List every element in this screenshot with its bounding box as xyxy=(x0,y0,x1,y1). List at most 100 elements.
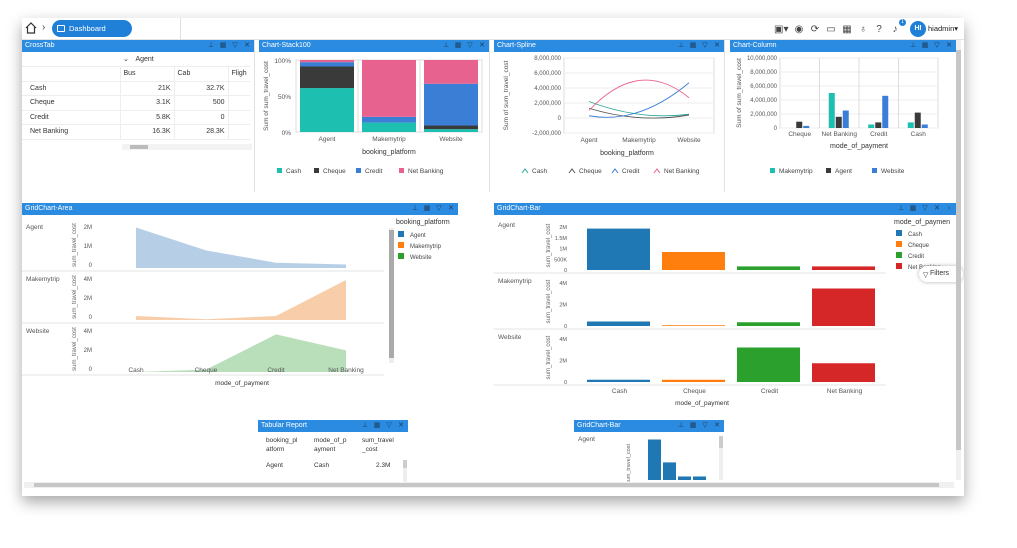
filters-button[interactable]: ▽ Filters xyxy=(919,266,963,282)
table-icon[interactable]: ▦ xyxy=(219,42,227,49)
legend-label: Makemytrip xyxy=(779,168,813,175)
pin-icon[interactable]: ⊥ xyxy=(909,42,917,49)
table-icon[interactable]: ▦ xyxy=(689,422,697,429)
bar xyxy=(587,321,650,326)
bar-segment xyxy=(300,62,354,67)
bar xyxy=(914,112,921,128)
eye-icon[interactable]: ◉ xyxy=(794,23,804,35)
avatar[interactable]: HI xyxy=(910,21,926,37)
filter-icon[interactable]: ▽ xyxy=(436,205,442,212)
table-icon[interactable]: ▦ xyxy=(689,42,697,49)
close-icon[interactable]: ✕ xyxy=(448,205,454,212)
bar xyxy=(812,288,875,326)
close-icon[interactable]: ✕ xyxy=(714,422,720,429)
filter-icon[interactable]: ▽ xyxy=(232,42,238,49)
table-icon[interactable]: ▦ xyxy=(909,205,917,212)
y-tick-label: 6,000,000 xyxy=(750,84,777,90)
table-cell: 500 xyxy=(174,95,229,111)
crosstab-panel: CrossTab ⊥ ▦ ▽ ✕ ⌄ Agent Bus Cab Fligh xyxy=(22,40,254,192)
dashboard-designer-tab[interactable]: Dashboard Designer xyxy=(52,20,132,50)
bulb-icon[interactable]: ♁ xyxy=(859,23,867,35)
bar xyxy=(662,379,725,382)
row-label: Makemytrip xyxy=(26,276,60,283)
filter-icon[interactable]: ▽ xyxy=(934,42,940,49)
legend-swatch xyxy=(826,168,831,173)
filter-icon[interactable]: ▽ xyxy=(467,42,473,49)
x-tick-label: Cash xyxy=(612,388,628,395)
table-row: Credit 5.8K 0 xyxy=(22,110,250,125)
crosstab-header: CrossTab ⊥ ▦ ▽ ✕ xyxy=(22,40,254,52)
legend-label: Website xyxy=(410,255,432,261)
chevron-down-icon[interactable]: ⌄ xyxy=(123,56,129,63)
area-scrollbar[interactable] xyxy=(389,228,394,363)
column-header[interactable]: Cab xyxy=(174,66,229,82)
y-tick-label: 0 xyxy=(564,324,567,330)
legend-swatch xyxy=(896,230,902,236)
legend-swatch xyxy=(314,168,319,173)
y-axis-label: sum_travel_cost xyxy=(72,223,78,267)
tabular-scrollbar[interactable] xyxy=(403,460,407,482)
dashboard-icon xyxy=(57,25,65,32)
filter-icon[interactable]: ▽ xyxy=(702,42,708,49)
home-icon[interactable] xyxy=(24,21,38,35)
column-header[interactable]: mode_of_p ayment xyxy=(314,437,347,453)
filter-icon[interactable]: ▽ xyxy=(386,422,392,429)
table-icon[interactable]: ▦ xyxy=(454,42,462,49)
legend-swatch xyxy=(611,168,619,174)
column-header[interactable]: sum_travel _cost xyxy=(362,437,394,453)
bar xyxy=(587,379,650,382)
layout-icon[interactable]: ▦ xyxy=(842,23,852,35)
x-tick-label: Cash xyxy=(128,367,144,374)
pin-icon[interactable]: ⊥ xyxy=(897,205,905,212)
panel-tools: ⊥ ▦ ▽ ✕ xyxy=(677,40,721,52)
help-icon[interactable]: ? xyxy=(876,23,882,35)
scrollbar-thumb xyxy=(719,436,723,448)
column-header[interactable]: Fligh xyxy=(228,66,250,82)
table-cell xyxy=(228,95,250,111)
y-axis-label: sum_travel_cost xyxy=(72,327,78,371)
x-tick-label: Net Banking xyxy=(822,131,858,138)
pin-icon[interactable]: ⊥ xyxy=(677,42,685,49)
bar xyxy=(737,347,800,382)
export-icon[interactable]: ▣▾ xyxy=(774,23,789,35)
column-header[interactable]: Bus xyxy=(120,66,175,82)
table-icon[interactable]: ▦ xyxy=(423,205,431,212)
filter-icon[interactable]: ▽ xyxy=(702,422,708,429)
close-icon[interactable]: ✕ xyxy=(946,42,952,49)
bar xyxy=(737,266,800,270)
pin-icon[interactable]: ⊥ xyxy=(207,42,215,49)
close-icon[interactable]: ✕ xyxy=(479,42,485,49)
close-icon[interactable]: ✕ xyxy=(244,42,250,49)
y-tick-label: 10,000,000 xyxy=(747,56,778,62)
y-axis-label: Sum of sum_travel_cost xyxy=(736,58,743,128)
y-tick-label: 1.5M xyxy=(555,236,568,242)
close-icon[interactable]: ✕ xyxy=(934,205,940,212)
table-cell: 16.3K xyxy=(120,124,175,140)
tabular-report-panel: Tabular Report ⊥ ▦ ▽ ✕ booking_pl atform mo… xyxy=(258,420,408,482)
chevron-right-icon[interactable]: › xyxy=(42,22,46,33)
legend-swatch xyxy=(399,168,404,173)
close-icon[interactable]: ✕ xyxy=(398,422,404,429)
horizontal-scrollbar[interactable] xyxy=(122,144,252,150)
column-header[interactable]: booking_pl atform xyxy=(266,437,298,453)
refresh-icon[interactable]: ⟳ xyxy=(810,23,820,35)
gridchart-bar-panel: GridChart-Bar ⊥ ▦ ▽ ✕ › Agent sum_travel_cost… xyxy=(494,203,956,411)
legend-swatch xyxy=(770,168,775,173)
pin-icon[interactable]: ⊥ xyxy=(411,205,419,212)
row-label: Credit xyxy=(22,110,121,125)
user-menu[interactable]: hiadmin▾ xyxy=(928,24,959,33)
pin-icon[interactable]: ⊥ xyxy=(361,422,369,429)
chevron-right-icon[interactable]: › xyxy=(947,205,951,212)
present-icon[interactable]: ▭ xyxy=(826,23,836,35)
horizontal-scrollbar[interactable] xyxy=(24,482,954,488)
bell-icon[interactable]: ♪ xyxy=(892,23,898,35)
vertical-scrollbar[interactable] xyxy=(956,40,961,480)
crosstab-title: CrossTab xyxy=(25,42,55,49)
chart-column-panel: Chart-Column ⊥ ▦ ▽ ✕ 10,000,000 8,000,000 6,0… xyxy=(730,40,956,192)
table-icon[interactable]: ▦ xyxy=(921,42,929,49)
close-icon[interactable]: ✕ xyxy=(714,42,720,49)
table-icon[interactable]: ▦ xyxy=(373,422,381,429)
pin-icon[interactable]: ⊥ xyxy=(677,422,685,429)
filter-icon[interactable]: ▽ xyxy=(922,205,928,212)
pin-icon[interactable]: ⊥ xyxy=(442,42,450,49)
